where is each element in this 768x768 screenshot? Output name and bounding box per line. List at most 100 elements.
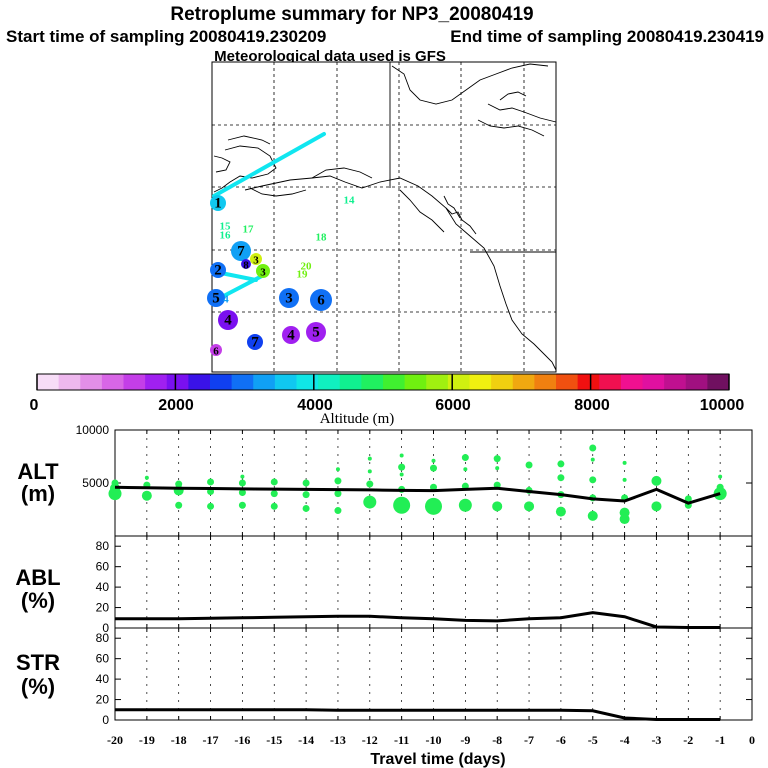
map-marker-label: 6 <box>213 346 219 358</box>
colorbar-segment <box>534 374 557 390</box>
alt-label: ALT <box>17 459 59 484</box>
panel-alt: 5000 10000 <box>76 423 753 537</box>
colorbar-segment <box>101 374 124 390</box>
alt-point <box>399 453 404 458</box>
map-marker: 4 <box>282 326 300 344</box>
alt-point <box>622 477 627 482</box>
map-marker-dot <box>247 334 263 350</box>
map-marker-label: 2 <box>214 263 222 279</box>
alt-point <box>240 474 245 479</box>
colorbar-segment <box>123 374 146 390</box>
colorbar-segment <box>620 374 643 390</box>
colorbar-segment <box>577 374 600 390</box>
x-tick-label: -13 <box>330 733 346 747</box>
y-tick-label: 0 <box>102 621 109 635</box>
alt-point <box>238 489 246 497</box>
cb-tick-0: 0 <box>30 397 39 414</box>
map-marker: 3 <box>256 264 270 279</box>
alt-point <box>302 491 310 499</box>
colorbar-segment <box>253 374 276 390</box>
colorbar-segment <box>383 374 406 390</box>
x-tick-label: -5 <box>588 733 598 747</box>
colorbar-segment <box>166 374 189 390</box>
x-tick-label: -18 <box>171 733 187 747</box>
map-marker-dot <box>279 288 299 308</box>
y-tick-label: 20 <box>96 601 110 615</box>
map-marker-label: 5 <box>212 291 220 307</box>
alt-point <box>270 490 278 498</box>
x-tick-label: -16 <box>234 733 250 747</box>
x-tick-label: -9 <box>460 733 470 747</box>
abl-label: ABL <box>15 565 60 590</box>
alt-point <box>238 479 246 487</box>
map-marker-dot <box>282 326 300 344</box>
x-tick-labels: -20 -19 -18 -17 -16 -15 -14 -13 -12 -11 -10 -9 -8 -7-… <box>107 733 755 747</box>
x-tick-label: -14 <box>298 733 314 747</box>
y-tick-label: 60 <box>96 652 110 666</box>
colorbar-segment <box>685 374 708 390</box>
alt-point <box>651 475 662 486</box>
colorbar-segment <box>664 374 687 390</box>
x-tick-label: -15 <box>266 733 282 747</box>
map-marker: 17 <box>243 224 255 236</box>
map-marker: 2 <box>210 262 226 279</box>
title-start: Start time of sampling 20080419.230209 <box>6 27 326 46</box>
map-marker: 18 <box>316 232 328 244</box>
x-tick-label: -4 <box>620 733 630 747</box>
x-tick-label: -12 <box>362 733 378 747</box>
y-tick-label: 10000 <box>76 423 110 437</box>
map-marker-dot <box>310 289 332 311</box>
alt-point <box>334 477 342 485</box>
map-marker-dot <box>256 264 270 278</box>
alt-point <box>619 507 630 518</box>
y-tick-label: 80 <box>96 631 110 645</box>
map-marker: 7 <box>231 241 251 261</box>
alt-point <box>393 496 411 514</box>
map-marker-label: 7 <box>251 335 259 351</box>
colorbar-segment <box>556 374 579 390</box>
panel-frame <box>114 535 753 629</box>
alt-point <box>144 475 149 480</box>
alt-point <box>495 466 500 471</box>
alt-point <box>363 495 377 509</box>
str-line <box>115 708 721 721</box>
alt-point <box>430 464 437 472</box>
panel-abl: 0 20 40 60 80 <box>96 535 753 635</box>
x-tick-label: -7 <box>524 733 534 747</box>
map-marker-dot <box>231 241 251 261</box>
cb-tick-2000: 2000 <box>158 397 194 414</box>
map-marker-label: 6 <box>317 293 325 309</box>
map-marker: 14 <box>344 195 356 207</box>
x-tick-label: -3 <box>651 733 661 747</box>
map-marker: 20 <box>301 261 313 273</box>
alt-point <box>458 498 472 512</box>
alt-point <box>589 476 597 484</box>
map-marker-label: 15 <box>220 221 232 233</box>
alt-point <box>525 461 533 469</box>
alt-point <box>399 472 404 477</box>
panel-frame <box>114 627 753 721</box>
alt-point <box>492 501 503 512</box>
alt-point <box>367 469 372 474</box>
map-marker-label: 20 <box>301 261 313 273</box>
colorbar-segment <box>426 374 449 390</box>
x-tick-label: 0 <box>749 733 755 747</box>
map-marker-label: 1 <box>214 196 222 212</box>
map-marker-label: 16 <box>220 230 232 242</box>
map-marker: 19 <box>297 269 309 281</box>
colorbar-segment <box>145 374 168 390</box>
map-marker-label: 17 <box>243 224 255 236</box>
title-met: Meteorological data used is GFS <box>214 48 446 65</box>
colorbar-segment <box>339 374 362 390</box>
altitude-colorbar <box>36 373 730 391</box>
map-marker-dot <box>210 195 226 211</box>
map-gridlines <box>212 62 556 372</box>
alt-point <box>175 501 183 509</box>
map-marker: 1 <box>210 195 226 212</box>
coastlines <box>213 62 557 371</box>
abl-line <box>115 611 721 629</box>
alt-point <box>425 497 442 515</box>
